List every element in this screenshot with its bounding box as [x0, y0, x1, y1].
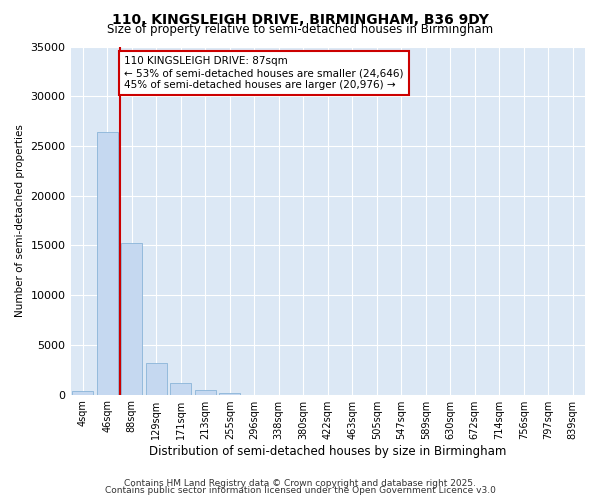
Bar: [146, 363, 167, 394]
Text: Contains HM Land Registry data © Crown copyright and database right 2025.: Contains HM Land Registry data © Crown c…: [124, 478, 476, 488]
Bar: [97, 132, 118, 394]
Text: Contains public sector information licensed under the Open Government Licence v3: Contains public sector information licen…: [104, 486, 496, 495]
Bar: [220, 393, 240, 394]
Text: 110, KINGSLEIGH DRIVE, BIRMINGHAM, B36 9DY: 110, KINGSLEIGH DRIVE, BIRMINGHAM, B36 9…: [112, 12, 488, 26]
Bar: [73, 390, 93, 394]
Text: 110 KINGSLEIGH DRIVE: 87sqm
← 53% of semi-detached houses are smaller (24,646)
4: 110 KINGSLEIGH DRIVE: 87sqm ← 53% of sem…: [124, 56, 404, 90]
X-axis label: Distribution of semi-detached houses by size in Birmingham: Distribution of semi-detached houses by …: [149, 444, 506, 458]
Text: Size of property relative to semi-detached houses in Birmingham: Size of property relative to semi-detach…: [107, 22, 493, 36]
Y-axis label: Number of semi-detached properties: Number of semi-detached properties: [15, 124, 25, 317]
Bar: [195, 390, 215, 394]
Bar: [121, 244, 142, 394]
Bar: [170, 382, 191, 394]
